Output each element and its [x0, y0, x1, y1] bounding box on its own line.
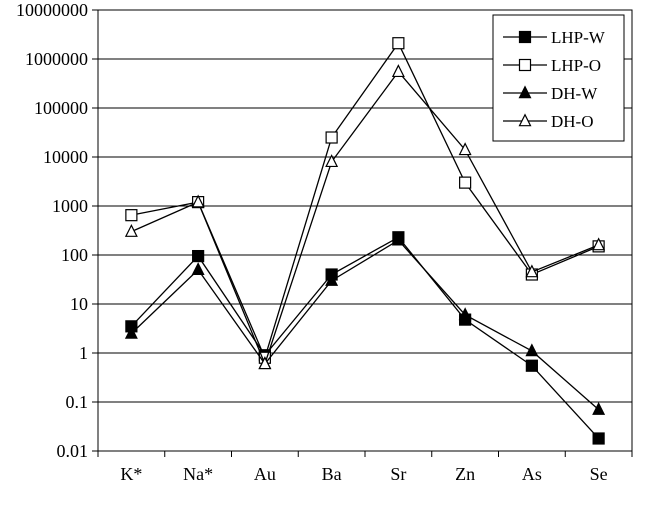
data-point-lhp-w [592, 432, 605, 445]
data-point-lhp-w [192, 249, 205, 263]
x-tick-label: Sr [390, 464, 406, 484]
data-point-dh-w [592, 401, 606, 415]
legend-marker [518, 58, 532, 72]
data-point-dh-w [525, 343, 539, 357]
data-point-dh-o [592, 237, 606, 251]
y-tick-label: 1000 [52, 196, 88, 216]
data-point-dh-w [325, 273, 339, 286]
data-point-dh-w [191, 262, 205, 276]
x-tick-label: Au [254, 464, 276, 484]
legend-marker [518, 30, 532, 44]
y-tick-label: 1 [79, 343, 88, 363]
y-tick-label: 0.1 [66, 392, 89, 412]
y-tick-label: 0.01 [57, 441, 89, 461]
x-tick-label: K* [120, 464, 142, 484]
data-point-lhp-o [125, 209, 138, 222]
data-point-dh-o [124, 224, 138, 237]
x-tick-label: Zn [455, 464, 475, 484]
legend-label: LHP-W [551, 28, 606, 47]
x-tick-label: Se [590, 464, 608, 484]
data-point-lhp-w [525, 359, 538, 372]
y-tick-label: 100000 [34, 98, 88, 118]
legend-marker [518, 113, 532, 127]
legend-label: DH-W [551, 84, 598, 103]
x-tick-label: As [522, 464, 542, 484]
x-tick-label: Na* [183, 464, 213, 484]
legend-marker [518, 85, 532, 99]
data-point-dh-o [458, 142, 472, 156]
data-point-dh-w [458, 307, 472, 321]
data-point-dh-o [258, 356, 272, 370]
legend-label: DH-O [551, 112, 594, 131]
y-tick-label: 100 [61, 245, 88, 265]
data-point-dh-o [325, 154, 339, 168]
series-line-dh-o [131, 70, 599, 366]
data-point-lhp-o [392, 37, 405, 50]
y-tick-label: 10000000 [16, 0, 88, 20]
x-tick-label: Ba [322, 464, 342, 484]
y-tick-label: 1000000 [25, 49, 88, 69]
data-point-lhp-o [459, 176, 472, 189]
y-tick-label: 10 [70, 294, 88, 314]
series-line-dh-w [130, 239, 600, 411]
data-point-dh-o [525, 264, 539, 278]
y-tick-label: 10000 [43, 147, 88, 167]
legend-label: LHP-O [551, 56, 601, 75]
data-point-lhp-o [325, 131, 338, 144]
legend [492, 14, 625, 142]
data-point-dh-w [391, 232, 405, 246]
data-point-dh-o [191, 194, 205, 208]
data-point-dh-o [391, 64, 405, 78]
data-point-dh-w [124, 325, 138, 339]
series-line-lhp-w [130, 236, 600, 439]
